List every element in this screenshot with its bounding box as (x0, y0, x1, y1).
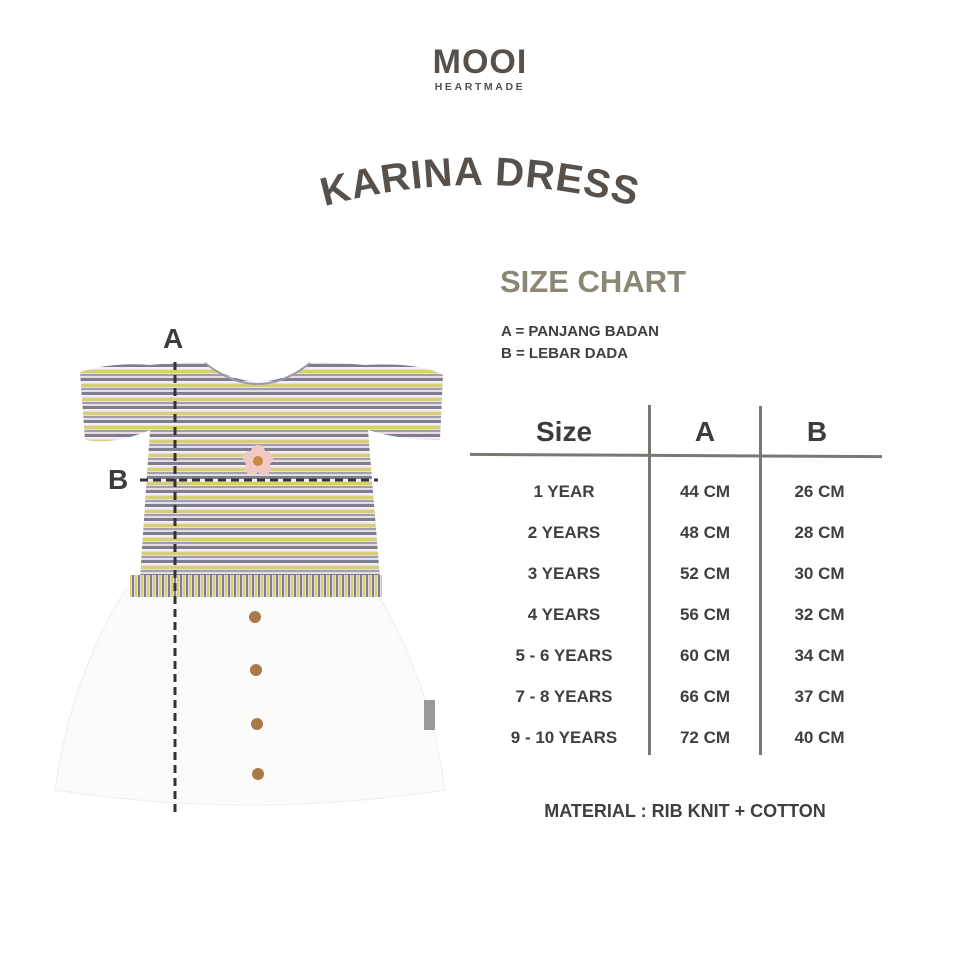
column-header-size: Size (535, 416, 593, 447)
product-title-text: KARINA DRESS (316, 150, 643, 215)
size-cell: 4 YEARS (527, 605, 601, 624)
legend-a: A = PANJANG BADAN (501, 323, 659, 340)
legend-b: B = LEBAR DADA (501, 345, 629, 362)
table-divider (648, 405, 651, 755)
size-chart-title: SIZE CHART (500, 264, 686, 299)
a-cell: 48 CM (679, 523, 731, 542)
a-cell: 52 CM (679, 564, 731, 583)
material-note: MATERIAL : RIB KNIT + COTTON (544, 801, 826, 821)
table-header-line (469, 452, 883, 459)
svg-text:KARINA DRESS: KARINA DRESS (316, 150, 644, 215)
b-cell: 40 CM (794, 728, 845, 747)
size-cell: 7 - 8 YEARS (515, 687, 613, 706)
size-cell: 2 YEARS (527, 523, 601, 542)
product-title: KARINA DRESS (316, 150, 644, 215)
brand-logo: MOOI (432, 43, 528, 81)
measure-label-b: B (108, 464, 129, 495)
b-cell: 28 CM (794, 523, 845, 542)
a-cell: 60 CM (679, 646, 731, 665)
a-cell: 66 CM (679, 687, 731, 706)
measure-label-a: A (163, 323, 184, 354)
size-cell: 1 YEAR (533, 482, 595, 501)
size-cell: 5 - 6 YEARS (515, 646, 613, 665)
a-cell: 44 CM (679, 482, 731, 501)
dress-buttons (249, 611, 264, 780)
dress-tag (424, 700, 435, 730)
brand-tagline: HEARTMADE (434, 81, 526, 93)
size-cell: 3 YEARS (527, 564, 601, 583)
b-cell: 37 CM (794, 687, 845, 706)
b-cell: 30 CM (794, 564, 845, 583)
size-cell: 9 - 10 YEARS (510, 728, 618, 747)
column-header-b: B (806, 416, 828, 447)
a-cell: 56 CM (679, 605, 731, 624)
dress-image (54, 362, 446, 812)
b-cell: 26 CM (794, 482, 845, 501)
b-cell: 32 CM (794, 605, 845, 624)
a-cell: 72 CM (679, 728, 731, 747)
b-cell: 34 CM (794, 646, 845, 665)
table-divider (759, 406, 762, 755)
column-header-a: A (694, 416, 716, 447)
flower-applique (243, 445, 273, 475)
